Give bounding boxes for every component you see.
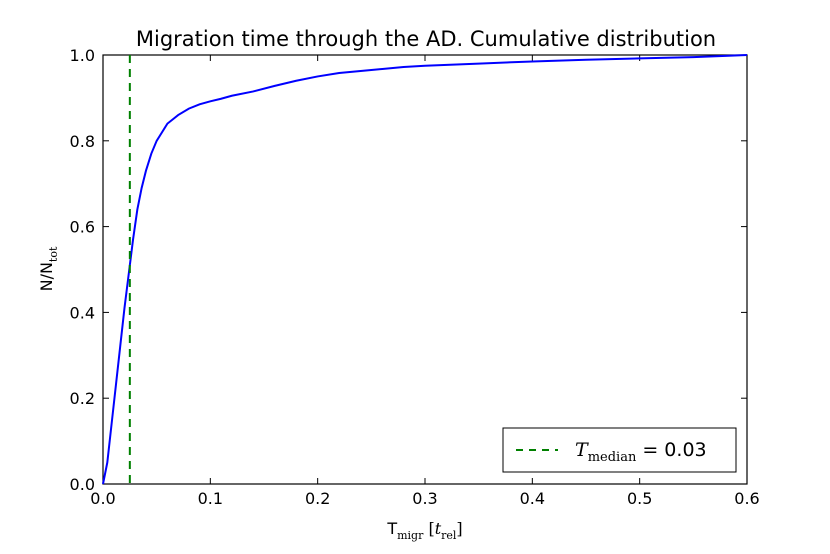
x-axis-label: Tmigr [trel] [386, 519, 462, 542]
y-tick-label: 0.4 [70, 303, 95, 322]
cdf-line [102, 54, 748, 485]
chart-title: Migration time through the AD. Cumulativ… [136, 27, 716, 51]
x-tick-label: 0.1 [198, 489, 223, 508]
x-tick-label: 0.4 [520, 489, 545, 508]
y-tick-label: 0.0 [70, 475, 95, 494]
plot-frame [102, 54, 748, 485]
series-layer [102, 54, 748, 485]
x-tick-label: 0.6 [734, 489, 759, 508]
legend-label-median: Tmedian = 0.03 [575, 439, 707, 465]
y-tick-label: 1.0 [70, 46, 95, 65]
ticks [102, 54, 748, 485]
y-tick-label: 0.6 [70, 218, 95, 237]
x-tick-label: 0.0 [90, 489, 115, 508]
y-tick-label: 0.2 [70, 389, 95, 408]
x-tick-label: 0.2 [305, 489, 330, 508]
legend-box [502, 427, 737, 473]
legend: Tmedian = 0.03 [502, 427, 737, 473]
y-tick-label: 0.8 [70, 132, 95, 151]
y-axis-label: N/Ntot [37, 246, 60, 291]
tick-labels: 0.0 0.1 0.2 0.3 0.4 0.5 0.6 0.0 0.2 0.4 0.6 0.8 1.0 [70, 46, 760, 508]
x-tick-label: 0.3 [412, 489, 437, 508]
x-tick-label: 0.5 [627, 489, 652, 508]
